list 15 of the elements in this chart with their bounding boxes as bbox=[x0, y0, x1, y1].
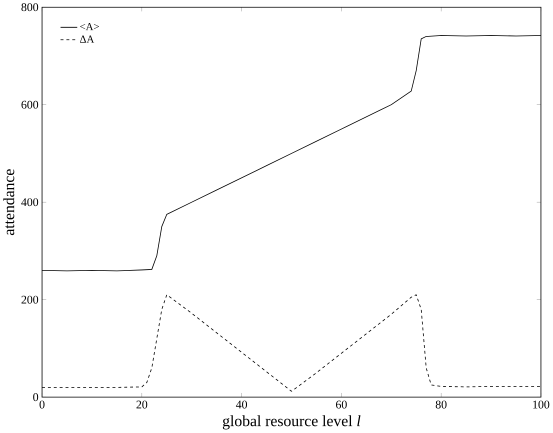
x-tick-label: 80 bbox=[436, 400, 447, 409]
x-tick-label: 100 bbox=[533, 400, 550, 409]
y-tick-label: 200 bbox=[22, 296, 38, 304]
y-tick-label: 800 bbox=[21, 3, 38, 12]
y-tick-label: 400 bbox=[21, 198, 38, 206]
y-tick-label: 600 bbox=[21, 100, 38, 109]
y-tick-label: 0 bbox=[33, 393, 38, 402]
legend-label: <A> bbox=[80, 23, 99, 30]
x-tick-label: 40 bbox=[236, 400, 248, 409]
legend-label: ΔA bbox=[80, 36, 94, 43]
x-axis-title: global resource level l bbox=[222, 415, 360, 430]
x-tick-label: 20 bbox=[136, 400, 148, 409]
x-tick-label: 60 bbox=[336, 400, 347, 409]
y-axis-title: attendance bbox=[3, 169, 14, 236]
x-tick-label: 0 bbox=[40, 400, 45, 409]
